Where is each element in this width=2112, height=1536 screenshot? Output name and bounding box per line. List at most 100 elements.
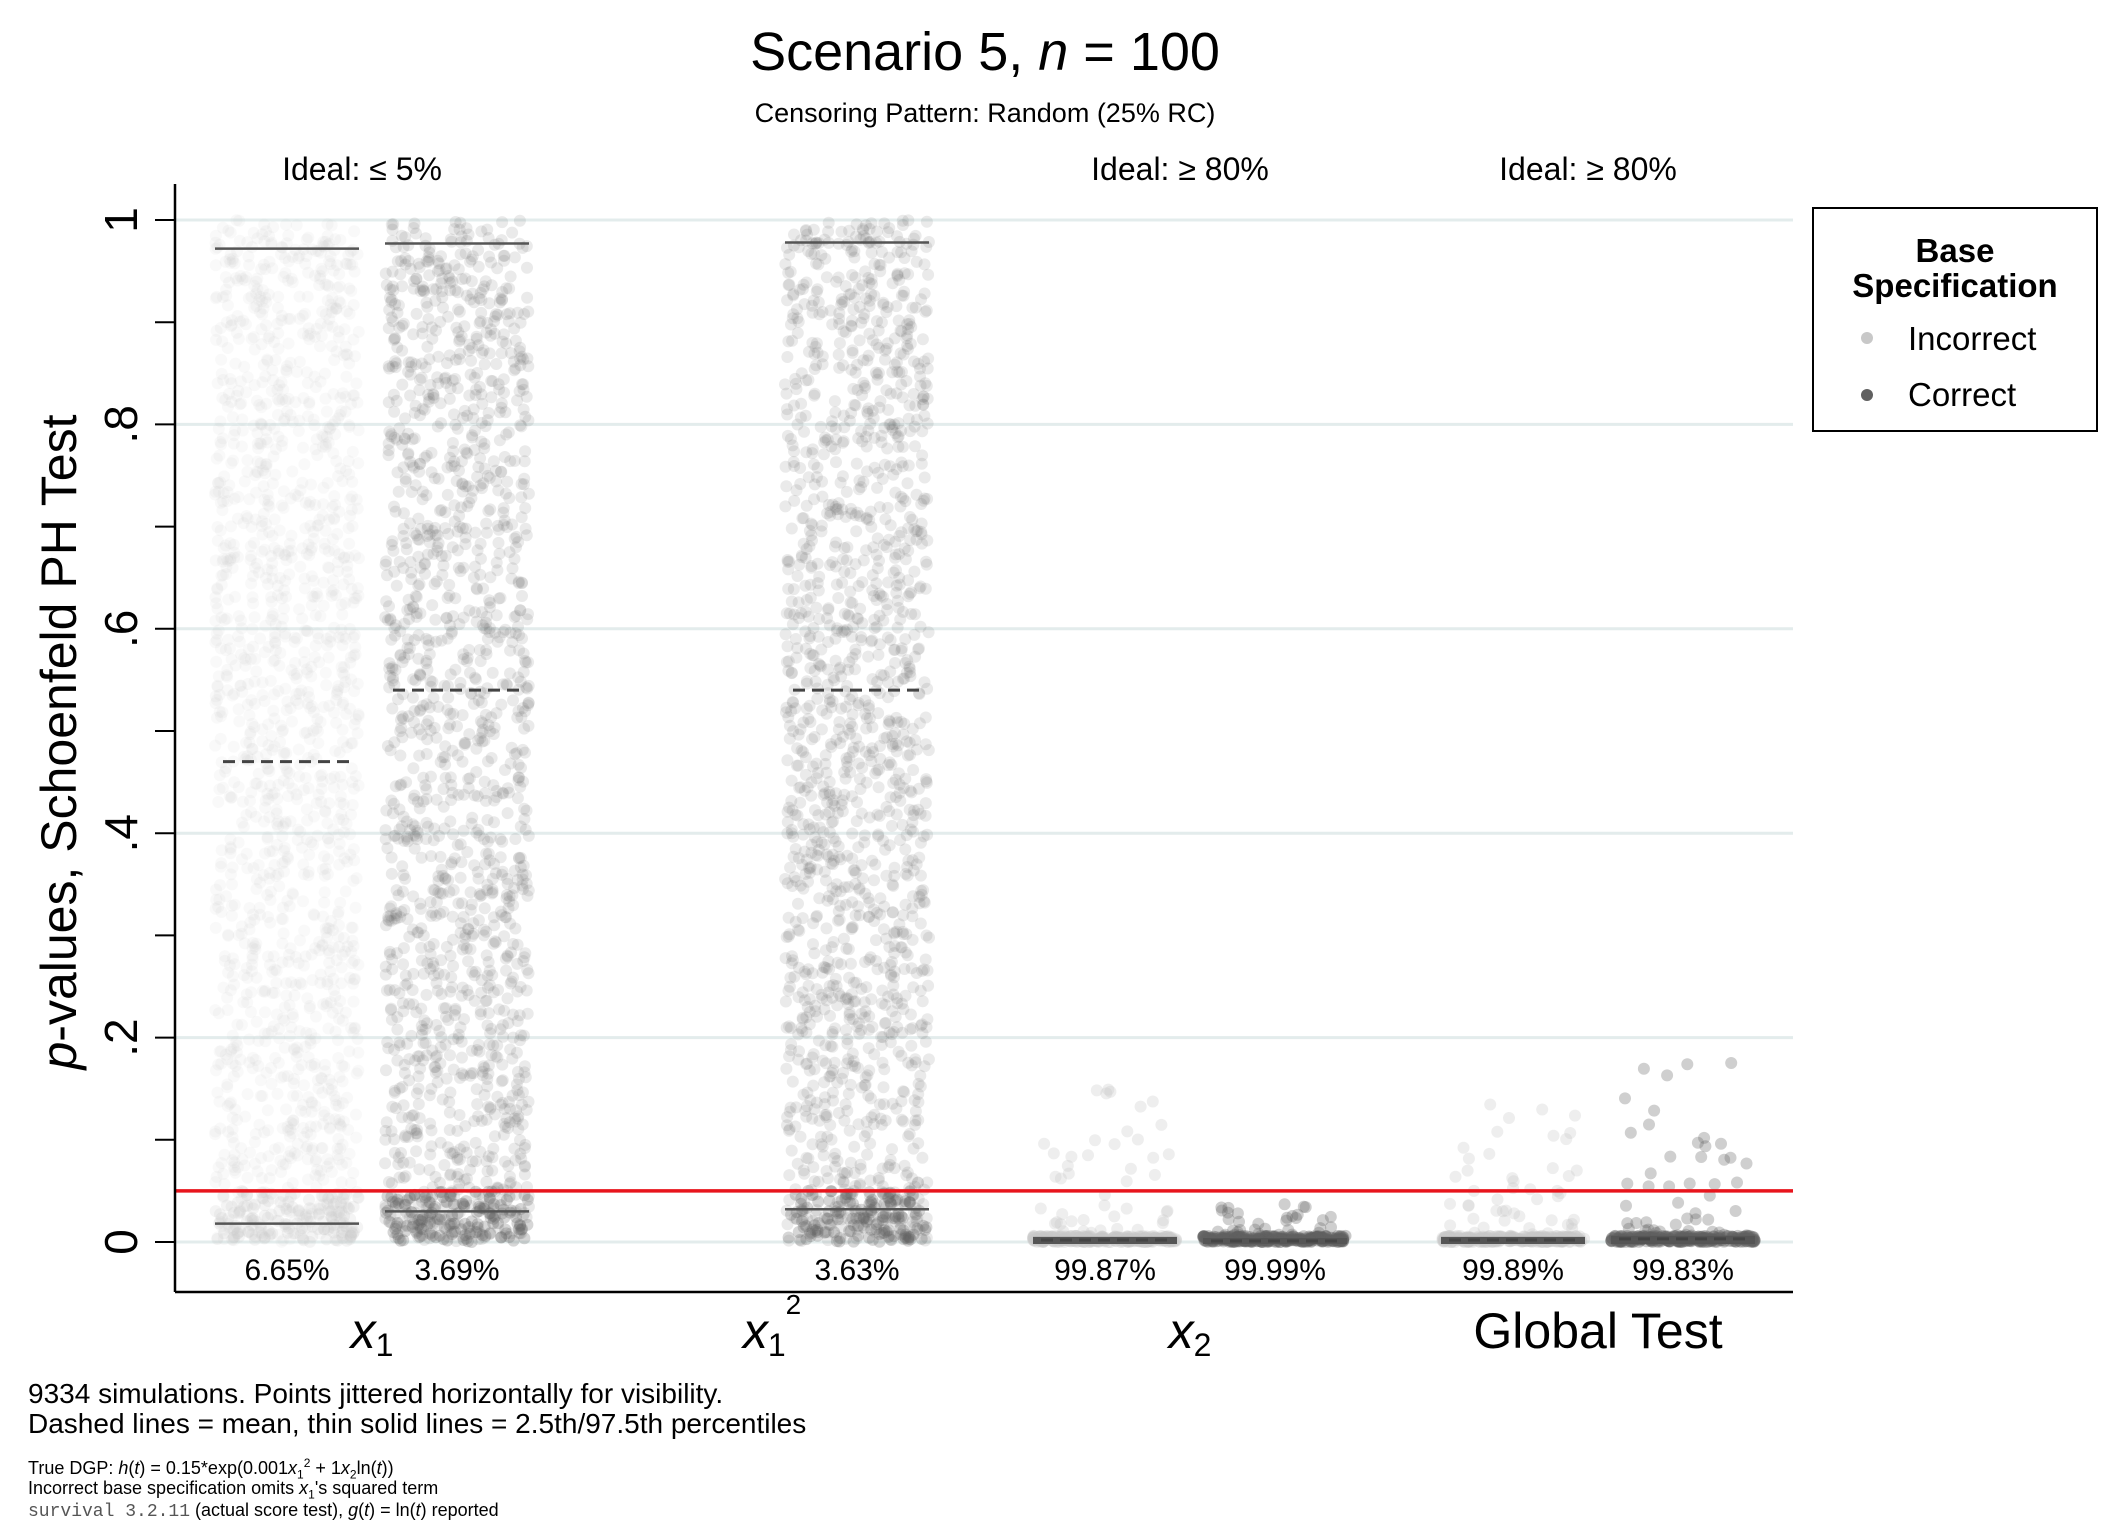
data-point	[225, 377, 238, 390]
data-point	[514, 1220, 527, 1232]
data-point	[441, 632, 454, 645]
data-point	[505, 572, 518, 585]
data-point	[299, 624, 312, 637]
data-point	[352, 1046, 365, 1059]
data-point	[878, 900, 891, 913]
data-point	[216, 335, 229, 348]
data-point	[268, 513, 281, 526]
data-point	[349, 350, 361, 363]
data-point	[821, 612, 833, 625]
data-point	[347, 843, 360, 856]
data-point	[314, 770, 327, 783]
data-point	[399, 872, 412, 885]
data-point	[305, 541, 318, 554]
data-point	[511, 985, 524, 998]
data-point	[209, 229, 222, 242]
data-point	[916, 1151, 929, 1164]
data-point	[460, 289, 473, 302]
data-point	[263, 765, 276, 778]
data-point	[240, 847, 253, 860]
data-point	[275, 248, 287, 261]
data-point	[463, 1221, 475, 1233]
data-point	[258, 985, 271, 998]
data-point	[352, 1064, 365, 1077]
data-point	[242, 1225, 255, 1238]
data-point	[496, 835, 509, 848]
data-point	[312, 788, 325, 801]
data-point	[844, 957, 857, 970]
data-point	[490, 707, 503, 720]
data-point	[255, 1152, 268, 1164]
data-point	[352, 708, 365, 721]
data-point	[340, 817, 353, 830]
data-point	[218, 950, 231, 963]
data-point	[323, 423, 336, 436]
data-point	[435, 988, 448, 1000]
data-point	[299, 257, 312, 270]
data-point	[834, 853, 847, 866]
data-point	[452, 1028, 465, 1041]
data-point	[335, 1176, 348, 1189]
data-point	[494, 851, 507, 864]
data-point	[379, 611, 392, 624]
data-point	[333, 1206, 346, 1219]
data-point	[470, 742, 483, 755]
data-point	[836, 805, 849, 818]
data-point	[318, 886, 331, 899]
data-point	[339, 257, 352, 270]
data-point	[780, 931, 793, 943]
data-point	[331, 528, 344, 540]
data-point	[323, 699, 336, 712]
data-point	[409, 590, 422, 603]
data-point	[304, 519, 317, 532]
data-point	[505, 975, 518, 988]
data-point	[351, 502, 364, 515]
data-point	[324, 298, 337, 311]
data-point	[246, 949, 259, 962]
data-point	[348, 628, 361, 641]
data-point	[266, 789, 279, 801]
data-point	[254, 908, 266, 921]
data-point	[248, 1233, 261, 1246]
data-point	[908, 355, 920, 368]
data-point	[332, 905, 345, 918]
data-point	[519, 522, 532, 535]
data-point	[277, 1158, 289, 1171]
data-point	[455, 501, 468, 514]
data-point	[277, 1234, 290, 1246]
data-point	[319, 278, 332, 291]
data-point	[515, 491, 528, 504]
data-point	[319, 666, 332, 679]
data-point	[320, 632, 333, 645]
data-point	[409, 358, 422, 371]
data-point	[406, 459, 419, 472]
data-point	[265, 1208, 278, 1221]
data-point	[476, 1229, 489, 1242]
data-point	[498, 1117, 511, 1130]
data-point	[484, 596, 497, 609]
data-point	[211, 534, 224, 547]
data-point	[341, 348, 354, 361]
data-point	[209, 236, 222, 249]
data-point	[344, 1213, 357, 1226]
data-point	[308, 370, 321, 383]
data-point	[304, 702, 317, 715]
data-point	[261, 578, 274, 591]
data-point	[444, 1049, 456, 1062]
data-point	[304, 495, 317, 508]
data-point	[245, 1198, 258, 1211]
data-point	[416, 485, 429, 498]
data-point	[214, 496, 227, 509]
data-point	[423, 1089, 436, 1102]
data-point	[421, 300, 434, 313]
data-point	[286, 1177, 299, 1190]
data-point	[231, 512, 244, 525]
data-point	[250, 465, 263, 478]
data-point	[785, 595, 798, 608]
data-point	[305, 1027, 317, 1040]
data-point	[222, 633, 235, 646]
data-point	[832, 592, 845, 604]
data-point	[332, 470, 345, 483]
data-point	[342, 1123, 355, 1136]
data-point	[431, 1218, 444, 1231]
